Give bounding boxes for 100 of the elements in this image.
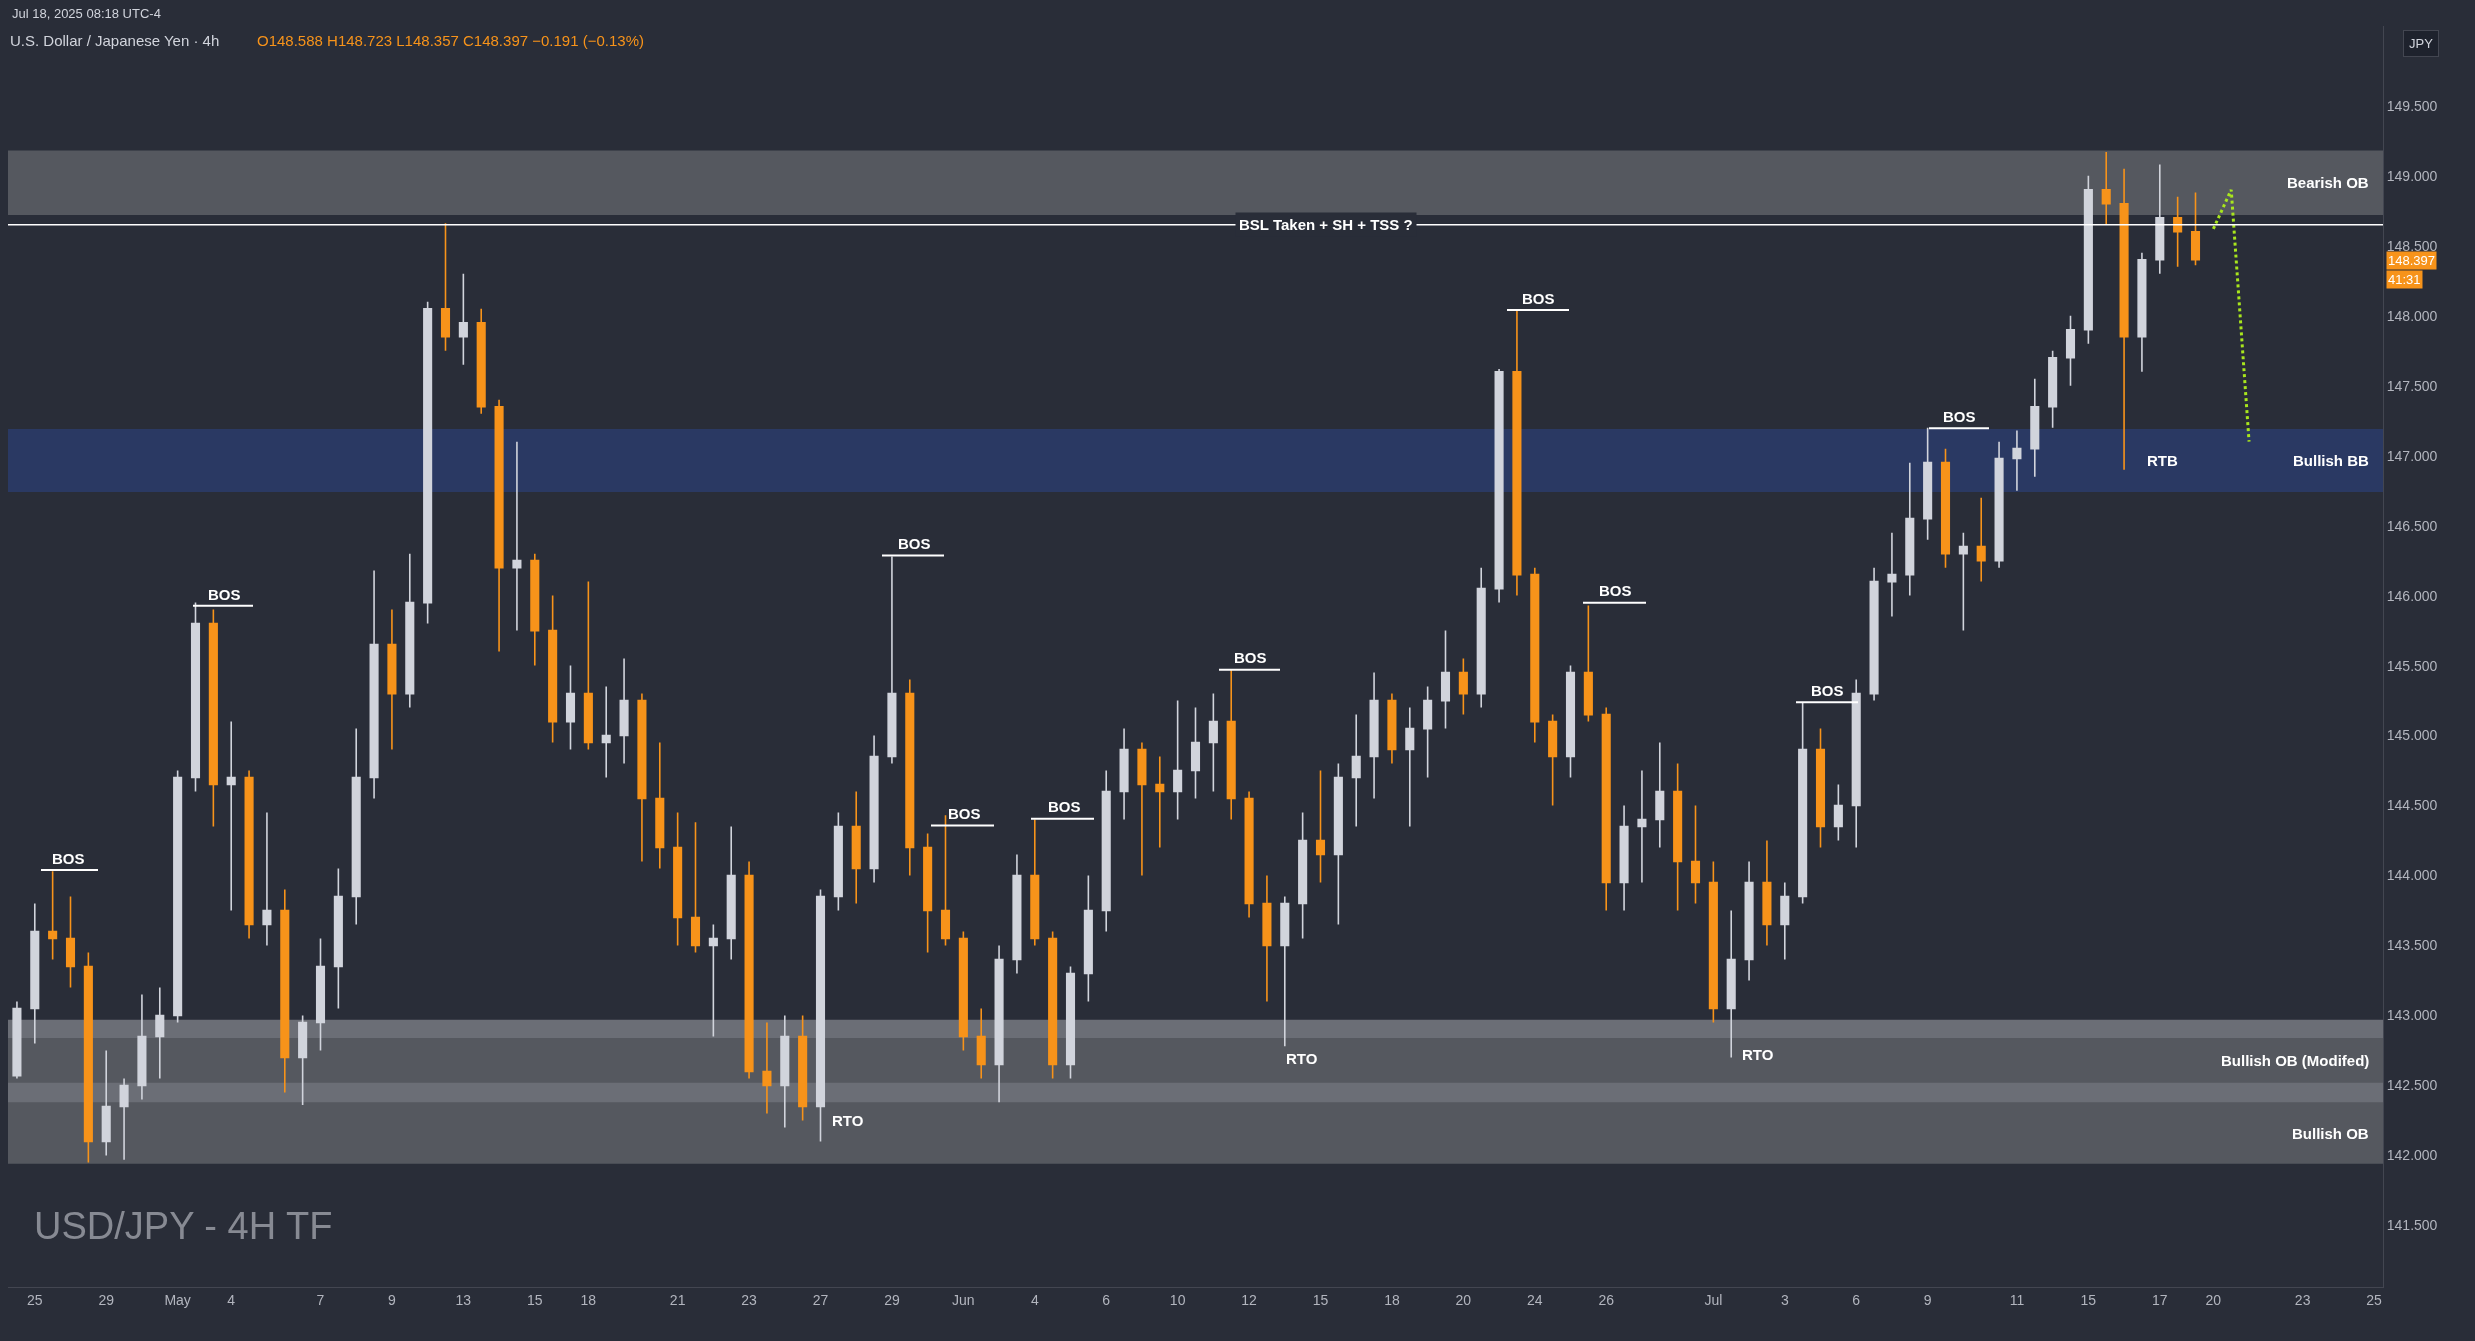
candlestick bbox=[1030, 818, 1040, 947]
annotation: BOS bbox=[208, 586, 241, 603]
x-tick-label: 9 bbox=[1923, 1291, 1932, 1308]
candlestick bbox=[1512, 309, 1522, 597]
candlestick bbox=[1619, 804, 1629, 912]
candlestick bbox=[708, 923, 718, 1038]
candlestick bbox=[565, 664, 576, 751]
candlestick bbox=[1655, 741, 1665, 849]
x-tick-label: 23 bbox=[741, 1291, 758, 1308]
y-tick-label: 149.500 bbox=[2386, 97, 2438, 114]
candlestick bbox=[2137, 251, 2147, 373]
x-tick-label: 25 bbox=[2366, 1291, 2383, 1308]
x-tick-label: 20 bbox=[2205, 1291, 2222, 1308]
candlestick bbox=[1208, 692, 1218, 793]
candlestick bbox=[137, 993, 147, 1101]
candlestick bbox=[1048, 930, 1058, 1080]
x-tick-label: 17 bbox=[2152, 1291, 2168, 1308]
x-tick-label: 29 bbox=[884, 1291, 900, 1308]
candlestick bbox=[1780, 881, 1790, 961]
candlestick bbox=[655, 741, 665, 870]
candlestick bbox=[244, 769, 254, 940]
x-tick-label: 9 bbox=[388, 1291, 397, 1308]
candlestick bbox=[1405, 706, 1415, 828]
y-tick-label: 141.500 bbox=[2386, 1217, 2438, 1234]
chart-subtitle: O148.588 H148.723 L148.357 C148.397 −0.191 (−0.13%) bbox=[257, 32, 644, 49]
text: Jul 18, 2025 08:18 UTC-4 bbox=[12, 6, 161, 21]
band-label: Bullish BB bbox=[2293, 452, 2369, 469]
candlestick bbox=[1815, 727, 1826, 849]
candlestick bbox=[994, 944, 1004, 1104]
candlestick bbox=[1833, 783, 1843, 842]
candlestick bbox=[387, 608, 397, 751]
candlestick bbox=[494, 398, 504, 653]
candlestick bbox=[280, 888, 290, 1094]
candlestick bbox=[1923, 426, 1933, 541]
text: JPY bbox=[2409, 36, 2434, 51]
candlestick bbox=[601, 685, 611, 779]
candlestick bbox=[1548, 713, 1558, 807]
candlestick bbox=[1690, 804, 1701, 905]
candlestick bbox=[1101, 769, 1111, 933]
candlestick bbox=[690, 821, 701, 954]
candlestick bbox=[1869, 566, 1879, 702]
candlestick bbox=[1583, 604, 1593, 723]
candlestick bbox=[173, 769, 183, 1024]
candlestick bbox=[905, 678, 915, 877]
candlestick bbox=[762, 1021, 772, 1115]
candlestick bbox=[315, 937, 326, 1052]
candlestick bbox=[351, 727, 361, 926]
candlestick bbox=[2101, 151, 2111, 226]
candlestick bbox=[744, 860, 754, 1080]
y-tick-label: 147.000 bbox=[2386, 447, 2438, 464]
candlestick bbox=[458, 272, 468, 366]
candlestick bbox=[2012, 429, 2022, 492]
y-tick-label: 146.000 bbox=[2386, 587, 2438, 604]
x-tick-label: 13 bbox=[455, 1291, 472, 1308]
candlestick bbox=[1530, 566, 1540, 744]
candlestick bbox=[923, 832, 933, 954]
candlestick bbox=[1958, 531, 1968, 632]
x-tick-label: 18 bbox=[580, 1291, 597, 1308]
candlestick bbox=[423, 300, 433, 625]
candlestick bbox=[1315, 769, 1326, 884]
x-tick-label: Jul bbox=[1704, 1291, 1723, 1308]
candlestick bbox=[1083, 874, 1093, 1003]
x-tick-label: 26 bbox=[1598, 1291, 1615, 1308]
candlestick bbox=[1994, 440, 2004, 569]
annotation: RTO bbox=[832, 1112, 864, 1129]
candlestick bbox=[1726, 909, 1736, 1059]
candlestick bbox=[369, 569, 379, 800]
candlestick bbox=[2155, 163, 2165, 275]
candlestick bbox=[726, 825, 736, 961]
candlestick bbox=[65, 895, 76, 989]
y-tick-label: 145.000 bbox=[2386, 727, 2438, 744]
annotation: BOS bbox=[1943, 408, 1976, 425]
candlestick bbox=[798, 1014, 808, 1122]
annotation: RTO bbox=[1742, 1046, 1774, 1063]
candlestick bbox=[1369, 671, 1379, 800]
candlestick bbox=[2190, 191, 2201, 267]
x-tick-label: May bbox=[164, 1291, 191, 1308]
y-tick-label: 142.500 bbox=[2386, 1077, 2438, 1094]
candlestick bbox=[780, 1014, 790, 1129]
x-tick-label: 23 bbox=[2294, 1291, 2311, 1308]
candlestick bbox=[637, 692, 647, 863]
candlestick bbox=[1351, 713, 1361, 828]
candlestick bbox=[119, 1077, 129, 1161]
annotation: BOS bbox=[1599, 582, 1632, 599]
candlestick bbox=[1298, 811, 1308, 940]
annotation: BOS bbox=[1811, 682, 1844, 699]
y-tick-label: 148.000 bbox=[2386, 307, 2438, 324]
candlestick bbox=[190, 601, 201, 793]
band-label: Bullish OB bbox=[2292, 1125, 2369, 1142]
x-tick-label: 15 bbox=[1312, 1291, 1329, 1308]
candlestick bbox=[405, 552, 415, 709]
candlestick bbox=[1333, 762, 1343, 926]
band-label: Bullish OB (Modifed) bbox=[2221, 1052, 2370, 1069]
candlestick bbox=[548, 594, 558, 744]
candlestick bbox=[833, 811, 843, 912]
candlestick bbox=[1601, 706, 1611, 912]
candlestick bbox=[226, 720, 236, 912]
annotation: RTO bbox=[1286, 1050, 1318, 1067]
x-tick-label: 20 bbox=[1455, 1291, 1472, 1308]
candlestick bbox=[48, 870, 58, 961]
